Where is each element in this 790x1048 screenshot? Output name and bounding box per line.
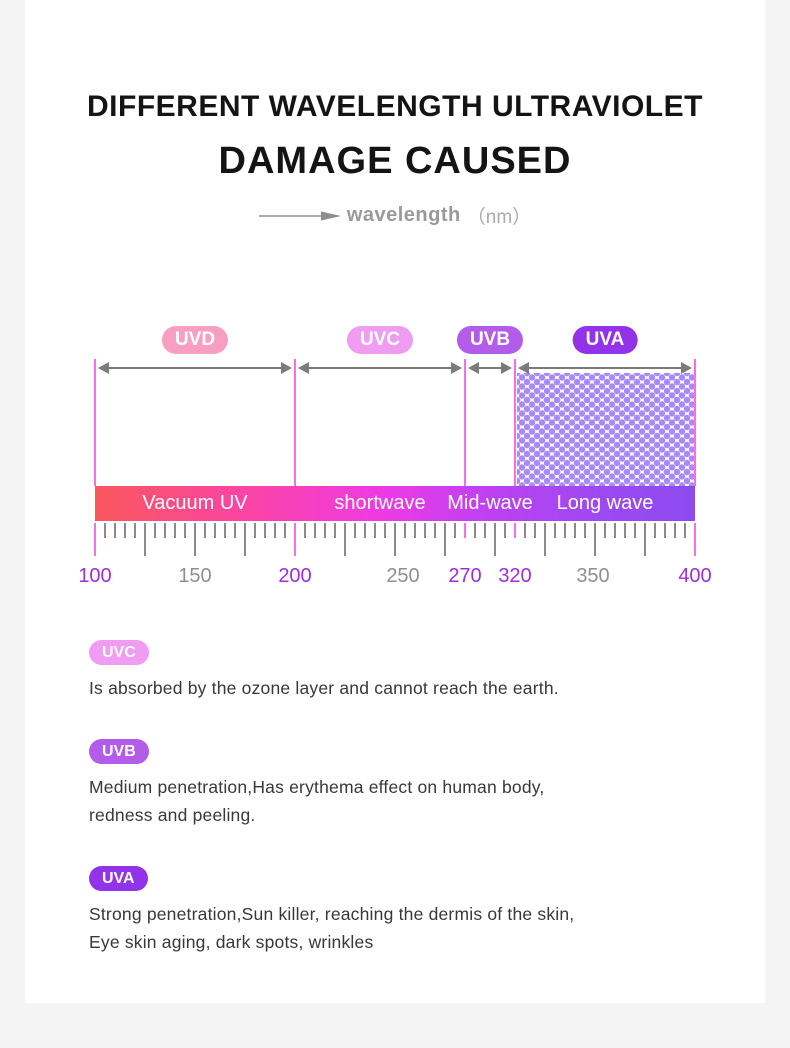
content-card [25,0,765,1003]
